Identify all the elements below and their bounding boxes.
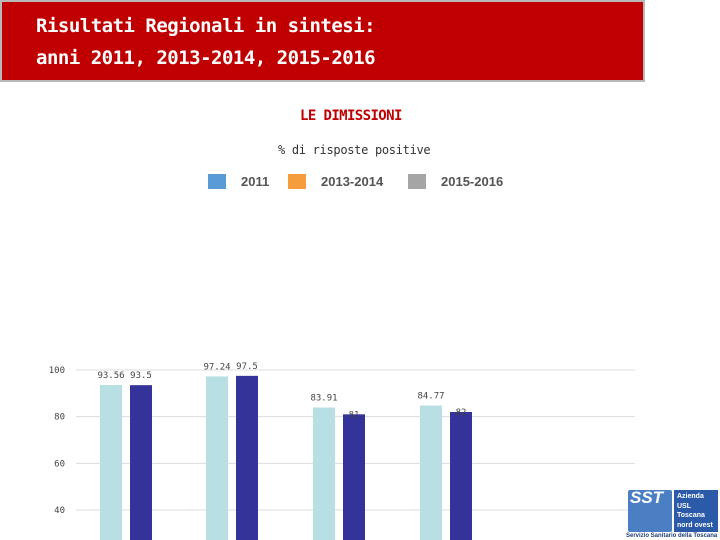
legend-swatch [208,174,226,189]
logo-org-name: Azienda USL Toscana nord ovest [674,490,718,532]
data-label: 84.77 [417,392,444,402]
y-tick-label: 60 [54,459,65,469]
sst-logo: SST Azienda USL Toscana nord ovest Servi… [626,488,720,540]
legend-swatch [408,174,426,189]
bar-series-0-category-2 [313,407,335,540]
bar-series-0-category-1 [206,376,228,540]
bar-series-1-category-1 [236,375,258,540]
title-line-2: anni 2011, 2013-2014, 2015-2016 [36,47,376,69]
legend-swatch [288,174,306,189]
bar-series-1-category-3 [450,412,472,540]
data-label: 93.5 [130,371,152,381]
logo-footer: Servizio Sanitario della Toscana [626,533,718,539]
logo-mark-text: SST [630,488,664,507]
chart-subtitle: % di risposte positive [278,143,431,157]
y-tick-label: 40 [54,506,65,516]
data-label: 81 [349,410,360,420]
legend-label: 2015-2016 [441,174,504,189]
bar-series-1-category-2 [343,414,365,540]
logo-mark-square [628,490,672,532]
data-label: 97.24 [203,362,230,372]
data-label: 82 [456,408,467,418]
legend-label: 2011 [241,174,270,189]
legend-label: 2013-2014 [321,174,384,189]
data-label: 93.56 [97,371,124,381]
title-banner: Risultati Regionali in sintesi: anni 201… [0,0,645,82]
chart-title: LE DIMISSIONI [300,108,402,124]
y-tick-label: 80 [54,413,65,423]
data-label: 83.91 [310,394,337,404]
y-tick-label: 100 [49,366,65,376]
bar-series-0-category-3 [420,405,442,540]
bar-series-0-category-0 [100,385,122,540]
data-label: 97.5 [236,362,258,372]
title-line-1: Risultati Regionali in sintesi: [36,15,376,37]
bar-series-1-category-0 [130,385,152,540]
